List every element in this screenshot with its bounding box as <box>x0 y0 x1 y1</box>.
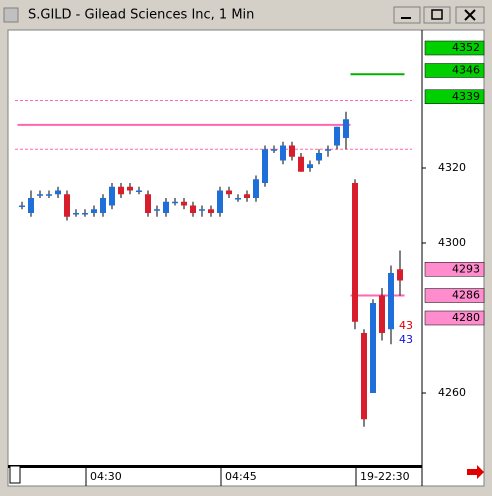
candle-body <box>208 209 214 213</box>
candle-body <box>325 149 331 151</box>
annotation: 43 <box>399 333 413 346</box>
candle-body <box>163 201 169 213</box>
candle-body <box>181 201 187 206</box>
candle-body <box>91 209 97 213</box>
price-box-label: 4280 <box>452 311 480 324</box>
candle-body <box>307 164 313 168</box>
candle-body <box>145 194 151 213</box>
candle-body <box>334 126 340 146</box>
price-box <box>424 310 485 326</box>
y-tick-label: 4320 <box>438 161 466 174</box>
maximize-icon <box>431 9 443 20</box>
candle-body <box>316 153 322 161</box>
y-tick-label: 4300 <box>438 236 466 249</box>
price-box-label: 4346 <box>452 64 480 77</box>
window-icon <box>3 7 19 23</box>
scroll-arrow[interactable] <box>467 465 484 479</box>
candle-body <box>361 333 367 420</box>
candle-body <box>298 156 304 172</box>
candle-body <box>190 205 196 213</box>
candle-body <box>253 179 259 198</box>
candle-body <box>244 194 250 198</box>
candle-body <box>280 145 286 161</box>
candle-body <box>118 186 124 195</box>
candle-body <box>46 194 52 196</box>
candle-body <box>226 190 232 195</box>
candle-body <box>379 295 385 333</box>
y-tick-label: 4260 <box>438 386 466 399</box>
candle-body <box>199 209 205 211</box>
candle-body <box>172 201 178 204</box>
candle-body <box>37 194 43 196</box>
candle-body <box>64 194 70 217</box>
candle-body <box>127 186 133 191</box>
minimize-button[interactable] <box>393 6 421 24</box>
annotation: 43 <box>399 319 413 332</box>
candle-body <box>136 190 142 192</box>
candle-body <box>217 190 223 213</box>
candle-body <box>388 273 394 330</box>
chart-area <box>7 29 485 487</box>
candle-body <box>352 183 358 322</box>
candle-body <box>109 186 115 206</box>
maximize-button[interactable] <box>423 6 451 24</box>
candle-body <box>235 198 241 200</box>
candle-body <box>154 209 160 211</box>
candle-body <box>82 213 88 215</box>
candle-body <box>370 303 376 393</box>
candle-body <box>271 149 277 151</box>
candle-body <box>343 119 349 138</box>
candle-body <box>28 198 34 213</box>
candle-body <box>55 190 61 195</box>
price-box-label: 4293 <box>452 262 480 275</box>
candle-body <box>289 145 295 157</box>
candle-body <box>100 198 106 213</box>
candle-body <box>397 269 403 281</box>
time-axis-bar <box>8 465 422 468</box>
price-box-label: 4352 <box>452 41 480 54</box>
price-box <box>424 89 485 104</box>
x-tick-label: 04:30 <box>90 470 122 483</box>
candle-body <box>73 213 79 215</box>
x-tick-label: 19-22:30 <box>360 470 410 483</box>
candle-body <box>262 149 268 183</box>
price-box <box>424 262 485 277</box>
price-box <box>424 40 485 56</box>
price-box-label: 4286 <box>452 289 480 302</box>
candle-body <box>19 205 25 207</box>
x-tick-label: 04:45 <box>225 470 257 483</box>
close-icon <box>464 9 476 21</box>
price-box <box>424 63 485 78</box>
scroll-thumb[interactable] <box>9 465 21 484</box>
price-box <box>424 288 485 303</box>
price-box-label: 4339 <box>452 90 480 103</box>
window-title: S.GILD - Gilead Sciences Inc, 1 Min <box>28 8 254 23</box>
